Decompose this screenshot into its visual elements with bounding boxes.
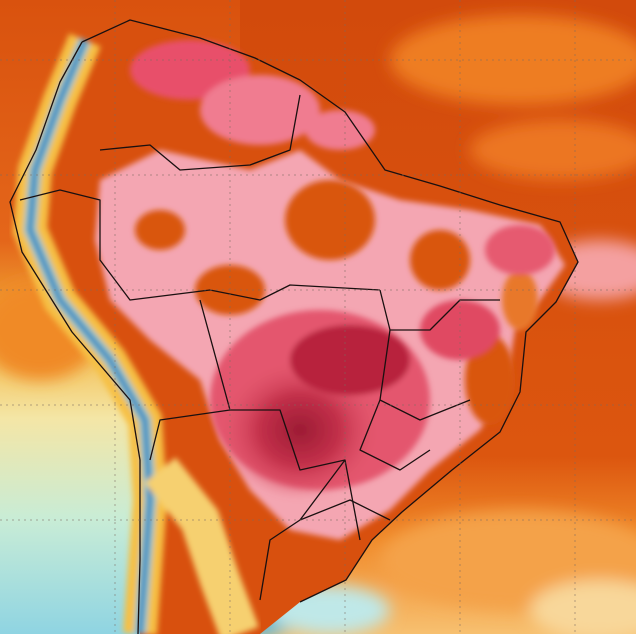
heat-core [210,225,555,500]
borders [9,19,579,634]
heat-orange [135,180,538,425]
